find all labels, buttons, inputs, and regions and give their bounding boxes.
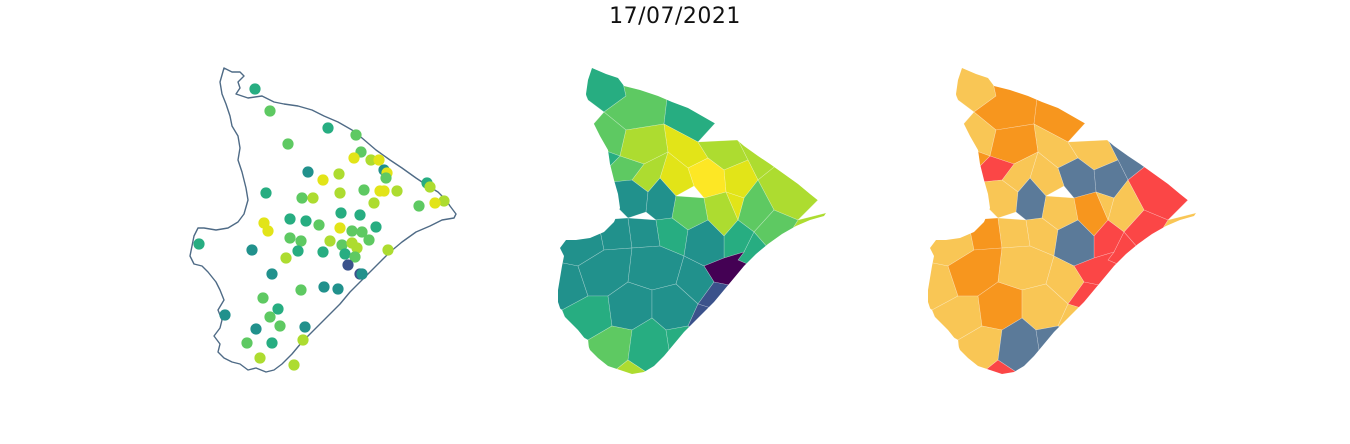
station-point [262, 225, 274, 237]
municipality-risk-patch [977, 359, 1023, 374]
station-point [254, 352, 266, 364]
station-point [354, 209, 366, 221]
station-point [250, 323, 262, 335]
station-point [284, 232, 296, 244]
municipality-patch [627, 217, 661, 249]
municipality-patch [665, 325, 707, 361]
municipality-patch [607, 359, 653, 374]
station-point [317, 174, 329, 186]
figure-title: 17/07/2021 [609, 4, 741, 29]
station-point [317, 246, 329, 258]
station-point [300, 215, 312, 227]
station-point [219, 309, 231, 321]
station-point [318, 281, 330, 293]
station-point [365, 154, 377, 166]
station-point [332, 283, 344, 295]
station-point [284, 213, 296, 225]
station-point [424, 181, 436, 193]
station-point [333, 168, 345, 180]
station-point [438, 195, 450, 207]
station-point [368, 197, 380, 209]
station-point [346, 225, 358, 237]
station-point [356, 268, 368, 280]
municipality-risk-patch [1029, 151, 1065, 197]
station-point [335, 207, 347, 219]
station-point [257, 292, 269, 304]
station-point [358, 184, 370, 196]
municipality-risk-patch [1095, 191, 1115, 221]
station-point [193, 238, 205, 250]
station-point [342, 259, 354, 271]
station-point [266, 268, 278, 280]
municipality-patch [583, 181, 617, 221]
station-point [339, 248, 351, 260]
municipality-patch [597, 217, 633, 251]
risk-municipalities [928, 68, 1198, 374]
station-point [292, 245, 304, 257]
risk-svg [928, 68, 1198, 374]
station-point [351, 242, 363, 254]
station-point [322, 122, 334, 134]
municipality-risk-patch [1035, 325, 1077, 361]
station-point [264, 311, 276, 323]
station-point [380, 172, 392, 184]
station-point [299, 321, 311, 333]
state-outline [189, 67, 457, 373]
station-points [193, 83, 450, 371]
station-point [246, 244, 258, 256]
station-point [413, 200, 425, 212]
municipality-patch [659, 151, 695, 197]
municipality-risk-patch [997, 245, 1055, 291]
station-points-map [180, 60, 500, 390]
station-point [336, 239, 348, 251]
station-point [280, 252, 292, 264]
station-point [349, 251, 361, 263]
choropleth-municipalities [558, 68, 828, 374]
station-point [363, 234, 375, 246]
municipality-patch [627, 245, 685, 291]
station-point [382, 244, 394, 256]
station-point [249, 83, 261, 95]
station-point [334, 187, 346, 199]
station-point [241, 337, 253, 349]
municipality-risk-patch [953, 181, 987, 221]
municipality-risk-patch [967, 217, 1003, 251]
station-point [266, 337, 278, 349]
municipal-choropleth-map [548, 60, 868, 390]
station-point [348, 152, 360, 164]
station-point [282, 138, 294, 150]
station-point [350, 129, 362, 141]
station-point [334, 222, 346, 234]
station-point [274, 320, 286, 332]
station-point [264, 105, 276, 117]
station-point [373, 154, 385, 166]
station-points-svg [189, 67, 457, 373]
station-point [391, 185, 403, 197]
station-point [260, 187, 272, 199]
station-point [370, 221, 382, 233]
station-point [288, 359, 300, 371]
station-point [378, 185, 390, 197]
choropleth-svg [558, 68, 828, 374]
municipality-patch [725, 191, 745, 221]
station-point [295, 284, 307, 296]
station-point [313, 219, 325, 231]
municipal-risk-map [918, 60, 1238, 390]
station-point [429, 197, 441, 209]
station-point [324, 235, 336, 247]
station-point [302, 166, 314, 178]
station-point [356, 226, 368, 238]
station-point [307, 192, 319, 204]
municipality-risk-patch [997, 217, 1031, 249]
station-point [272, 303, 284, 315]
station-point [295, 235, 307, 247]
station-point [296, 192, 308, 204]
station-point [297, 334, 309, 346]
